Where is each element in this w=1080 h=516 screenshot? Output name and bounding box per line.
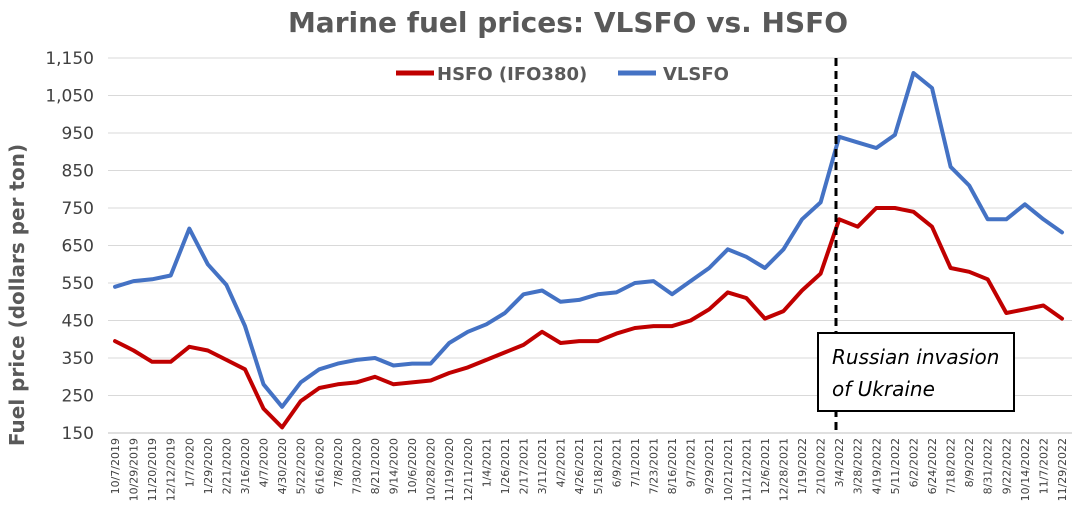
x-tick-label: 3/11/2021 [536,438,549,494]
x-tick-label: 9/29/2021 [703,438,716,494]
x-tick-label: 2/17/2021 [518,438,531,494]
x-tick-label: 3/16/2020 [239,438,252,494]
x-tick-label: 6/9/2021 [610,438,623,487]
y-tick-label: 750 [62,199,94,219]
x-tick-label: 1/4/2021 [480,438,493,487]
x-tick-label: 9/22/2022 [1000,438,1013,494]
x-tick-label: 8/16/2021 [666,438,679,494]
annotation-line-2: of Ukraine [832,377,935,401]
legend-label-vlsfo: VLSFO [663,64,729,85]
x-tick-label: 10/14/2022 [1019,438,1032,501]
y-axis-label: Fuel price (dollars per ton) [5,144,29,446]
x-tick-label: 7/8/2020 [332,438,345,487]
series-line-vlsfo [113,71,1064,409]
x-tick-label: 3/4/2022 [833,438,846,487]
x-tick-label: 7/23/2021 [647,438,660,494]
x-tick-label: 12/28/2021 [777,438,790,501]
x-tick-label: 12/11/2020 [462,438,475,501]
annotation-line-1: Russian invasion [832,345,999,369]
x-tick-label: 1/29/2020 [202,438,215,494]
x-tick-label: 6/2/2022 [907,438,920,487]
x-tick-label: 11/29/2022 [1056,438,1069,501]
x-tick-label: 10/29/2019 [128,438,141,501]
y-tick-label: 450 [62,312,94,332]
y-tick-label: 150 [62,424,94,444]
y-tick-label: 350 [62,349,94,369]
x-tick-label: 2/10/2022 [815,438,828,494]
y-tick-label: 850 [62,162,94,182]
x-tick-label: 4/19/2022 [870,438,883,494]
x-tick-label: 6/24/2022 [926,438,939,494]
x-tick-label: 8/31/2022 [982,438,995,494]
x-tick-label: 12/6/2021 [759,438,772,494]
y-axis-ticks: 150 250 350 450 550 650 750 850 950 1,050 1,150 [45,49,94,444]
x-tick-label: 12/12/2019 [165,438,178,501]
x-tick-label: 11/12/2021 [740,438,753,501]
x-tick-label: 11/7/2022 [1037,438,1050,494]
series-lines [113,71,1064,430]
legend: HSFO (IFO380) VLSFO [396,64,729,85]
gridlines [108,57,1072,396]
x-axis-ticks: 10/7/2019 10/29/2019 11/20/2019 12/12/2019 1… [109,438,1069,501]
x-tick-label: 10/21/2021 [722,438,735,501]
y-tick-label: 1,050 [45,87,94,107]
x-tick-label: 10/7/2019 [109,438,122,494]
y-tick-label: 1,150 [45,49,94,69]
x-tick-label: 6/16/2020 [313,438,326,494]
x-tick-label: 8/21/2020 [369,438,382,494]
annotation-box: Russian invasion of Ukraine [817,332,1015,412]
x-tick-label: 7/1/2021 [629,438,642,487]
x-tick-label: 4/26/2021 [573,438,586,494]
x-tick-label: 5/18/2021 [592,438,605,494]
x-tick-label: 8/9/2022 [963,438,976,487]
series-line-hsfo [113,206,1064,430]
x-tick-label: 4/30/2020 [276,438,289,494]
y-tick-label: 650 [62,237,94,257]
x-tick-label: 11/20/2019 [146,438,159,501]
x-tick-label: 7/30/2020 [350,438,363,494]
x-tick-label: 9/7/2021 [685,438,698,487]
y-tick-label: 250 [62,387,94,407]
y-tick-label: 550 [62,274,94,294]
x-tick-label: 1/7/2020 [183,438,196,487]
x-tick-label: 7/18/2022 [945,438,958,494]
x-tick-label: 1/26/2021 [499,438,512,494]
x-tick-label: 3/28/2022 [852,438,865,494]
x-tick-label: 4/7/2020 [258,438,271,487]
chart-title: Marine fuel prices: VLSFO vs. HSFO [288,6,848,39]
x-tick-label: 11/19/2020 [443,438,456,501]
annotation-frame [817,332,1015,412]
y-tick-label: 950 [62,124,94,144]
x-tick-label: 10/28/2020 [425,438,438,501]
x-tick-label: 5/22/2020 [295,438,308,494]
x-tick-label: 1/19/2022 [796,438,809,494]
x-tick-label: 4/2/2021 [555,438,568,487]
x-tick-label: 9/14/2020 [388,438,401,494]
x-tick-label: 5/11/2022 [889,438,902,494]
x-tick-label: 2/21/2020 [220,438,233,494]
legend-label-hsfo: HSFO (IFO380) [437,64,587,85]
x-tick-label: 10/6/2020 [406,438,419,494]
